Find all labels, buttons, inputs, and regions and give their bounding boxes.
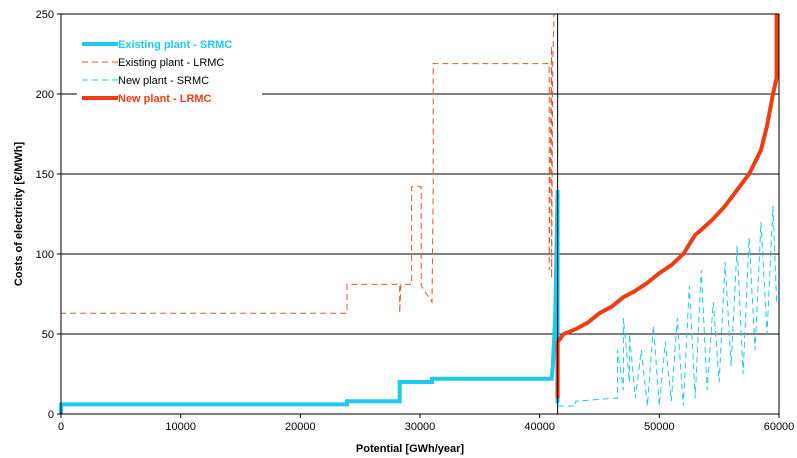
legend-label-0: Existing plant - SRMC — [118, 39, 232, 51]
x-tick-label-4: 40000 — [524, 421, 555, 433]
ticks: 0 50 100 150 200 250 0 10000 20000 30000 40000 5000… — [36, 9, 795, 433]
x-tick-label-3: 30000 — [405, 421, 436, 433]
y-tick-label-0: 0 — [48, 409, 54, 421]
series-line-1 — [60, 13, 557, 414]
x-tick-label-6: 60000 — [764, 421, 795, 433]
y-tick-label-1: 50 — [42, 329, 54, 341]
legend: Existing plant - SRMC Existing plant - LR… — [77, 32, 262, 110]
x-tick-label-0: 0 — [58, 421, 64, 433]
x-tick-label-2: 20000 — [285, 421, 316, 433]
x-tick-label-5: 50000 — [644, 421, 675, 433]
y-tick-label-4: 200 — [36, 89, 54, 101]
y-tick-label-2: 100 — [36, 249, 54, 261]
legend-label-1: Existing plant - LRMC — [118, 57, 224, 69]
y-tick-label-3: 150 — [36, 169, 54, 181]
x-axis-title: Potential [GWh/year] — [356, 443, 465, 455]
series-line-2 — [557, 205, 778, 407]
series-line-3 — [555, 14, 779, 398]
legend-label-3: New plant - LRMC — [118, 93, 212, 105]
y-tick-label-5: 250 — [36, 9, 54, 21]
legend-label-2: New plant - SRMC — [118, 75, 209, 87]
y-axis-title: Costs of electricity [€/MWh] — [13, 142, 25, 287]
x-tick-label-1: 10000 — [165, 421, 196, 433]
